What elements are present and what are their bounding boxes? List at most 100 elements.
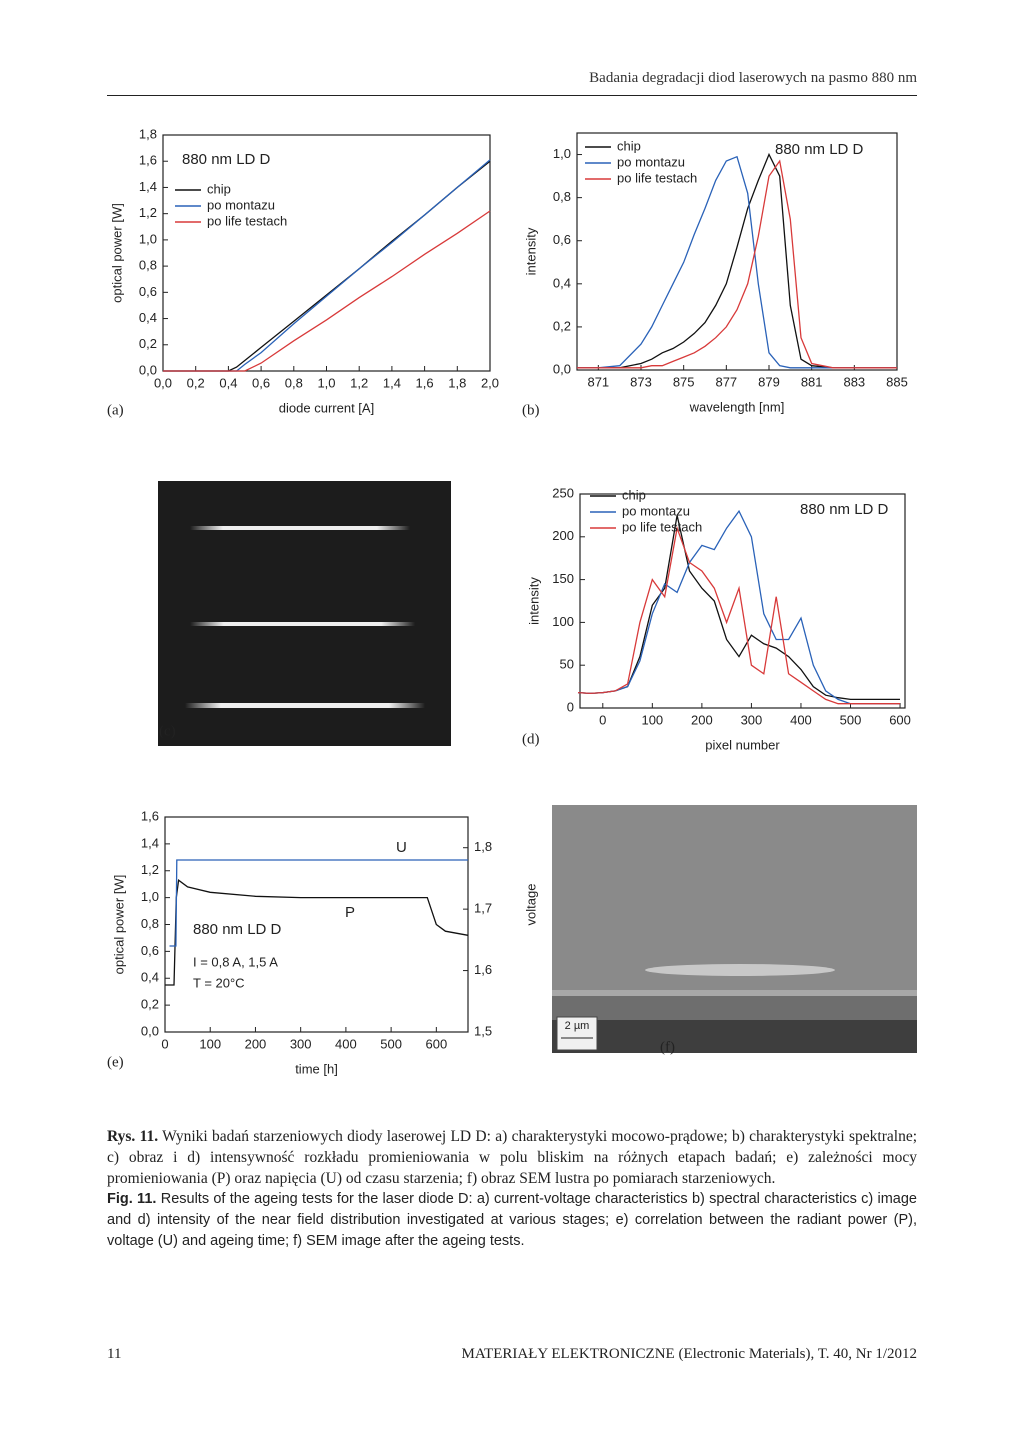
x-tick-label: 883 [843,374,865,389]
y-axis-label: intensity [523,227,538,275]
x-tick-label: 881 [801,374,823,389]
x-tick-label: 885 [886,374,908,389]
x-tick-label: 879 [758,374,780,389]
data-line [577,159,897,369]
annotation: 880 nm LD D [182,151,271,168]
x-axis-label: diode current [A] [279,400,374,415]
sem-image: 2 µm [552,805,917,1053]
panel-label: (c) [159,723,176,739]
data-line [577,509,900,705]
annotation: I = 0,8 A, 1,5 A [193,954,278,969]
legend-label: po montazu [207,197,275,212]
y-tick-label: 1,6 [141,808,159,823]
scale-bar-label: 2 µm [565,1020,590,1032]
caption-text: Results of the ageing tests for the lase… [107,1191,917,1249]
x-tick-label: 1,0 [317,375,335,390]
data-line [577,515,900,701]
x-axis-label: time [h] [295,1061,338,1076]
y-tick-label: 250 [552,485,574,500]
y-axis-label: intensity [526,577,541,625]
annotation: 880 nm LD D [775,141,864,158]
y-tick-label: 1,8 [139,126,157,141]
legend-label: po life testach [622,519,702,534]
y-tick-label: 0,0 [139,362,157,377]
caption-label: Rys. 11. [107,1128,159,1145]
x-tick-label: 500 [840,712,862,727]
x-tick-label: 200 [691,712,713,727]
x-tick-label: 400 [790,712,812,727]
y-tick-label: 1,6 [139,153,157,168]
legend-label: chip [622,487,646,502]
y-tick-label: 0,0 [553,361,571,376]
x-tick-label: 1,2 [350,375,368,390]
legend-label: po montazu [617,154,685,169]
x-tick-label: 600 [889,712,911,727]
data-line [163,210,491,372]
caption-en: Fig. 11. Results of the ageing tests for… [107,1189,917,1252]
annotation: 880 nm LD D [193,921,282,938]
y-tick-label: 1,4 [139,179,157,194]
y-tick-label: 100 [552,614,574,629]
x-tick-label: 600 [425,1036,447,1051]
panel-label: (d) [522,731,540,747]
annotation: T = 20°C [193,975,245,990]
x-tick-label: 875 [673,374,695,389]
y-tick-label: 0,2 [553,318,571,333]
y-tick-label: 0,2 [141,997,159,1012]
x-tick-label: 0,6 [252,375,270,390]
caption-label: Fig. 11. [107,1191,157,1207]
legend-label: chip [207,181,231,196]
x-tick-label: 0,4 [219,375,237,390]
y-tick-label: 0,2 [139,336,157,351]
x-tick-label: 500 [380,1036,402,1051]
x-tick-label: 0,8 [285,375,303,390]
running-header: Badania degradacji diod laserowych na pa… [589,70,917,86]
x-tick-label: 0,0 [154,375,172,390]
y-tick-label: 0,4 [139,310,157,325]
y-tick-label: 0 [567,699,574,714]
x-axis-label: pixel number [705,737,780,752]
x-tick-label: 1,4 [383,375,401,390]
x-tick-label: 2,0 [481,375,499,390]
panel-label: (b) [522,402,540,418]
plot-frame [162,134,491,372]
y2-tick-label: 1,5 [474,1023,492,1038]
y2-tick-label: 1,6 [474,962,492,977]
y-tick-label: 1,0 [139,231,157,246]
near-field-image [158,481,451,746]
data-line [577,152,897,369]
journal-footer: MATERIAŁY ELEKTRONICZNE (Electronic Mate… [461,1346,917,1362]
panel-label: (a) [107,402,124,418]
data-line [169,859,468,947]
y-tick-label: 0,6 [141,943,159,958]
y-tick-label: 0,0 [141,1023,159,1038]
y2-tick-label: 1,8 [474,839,492,854]
legend-label: chip [617,138,641,153]
y2-tick-label: 1,7 [474,901,492,916]
y-tick-label: 1,4 [141,835,159,850]
y-tick-label: 0,8 [141,916,159,931]
panel-label: (e) [107,1054,124,1070]
y-axis-label: optical power [W] [109,203,124,303]
data-line [577,525,900,705]
y2-axis-label: voltage [523,884,538,926]
x-tick-label: 100 [199,1036,221,1051]
header-rule [107,95,917,96]
y-tick-label: 200 [552,528,574,543]
plot-frame [576,132,898,371]
y-axis-label: optical power [W] [111,875,126,975]
data-line [577,155,897,369]
series-label: P [345,904,355,921]
y-tick-label: 150 [552,571,574,586]
x-tick-label: 1,8 [448,375,466,390]
x-tick-label: 300 [741,712,763,727]
legend-label: po montazu [622,503,690,518]
x-axis-label: wavelength [nm] [689,399,785,414]
x-tick-label: 100 [641,712,663,727]
x-tick-label: 0 [161,1036,168,1051]
y-tick-label: 1,2 [141,862,159,877]
y-tick-label: 1,0 [553,146,571,161]
x-tick-label: 877 [715,374,737,389]
y-tick-label: 0,8 [139,258,157,273]
